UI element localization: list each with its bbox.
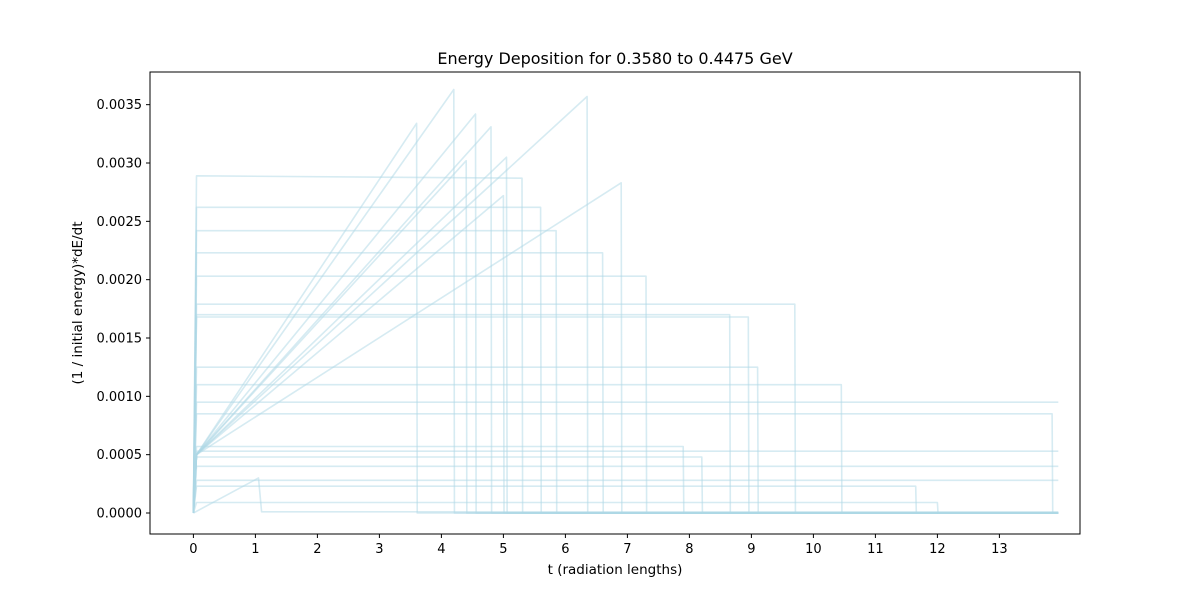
series-lines xyxy=(192,88,1059,514)
x-axis-ticks: 0 1 2 3 4 5 6 7 8 9 10 11 12 13 xyxy=(189,534,1008,557)
x-tick-label: 5 xyxy=(499,542,507,557)
x-tick-label: 13 xyxy=(991,542,1008,557)
x-tick-label: 10 xyxy=(805,542,822,557)
x-tick-label: 3 xyxy=(375,542,383,557)
y-tick-label: 0.0030 xyxy=(97,157,143,172)
x-tick-label: 6 xyxy=(561,542,569,557)
y-tick-label: 0.0015 xyxy=(97,332,143,347)
x-tick-label: 11 xyxy=(867,542,884,557)
x-tick-label: 1 xyxy=(251,542,259,557)
y-tick-label: 0.0025 xyxy=(97,215,143,230)
y-tick-label: 0.0005 xyxy=(97,448,143,463)
x-tick-label: 4 xyxy=(437,542,445,557)
x-tick-label: 12 xyxy=(929,542,946,557)
y-axis-ticks: 0.0000 0.0005 0.0010 0.0015 0.0020 0.0025 0.00… xyxy=(97,98,150,522)
y-tick-label: 0.0020 xyxy=(97,273,143,288)
series-line-28 xyxy=(192,445,1059,514)
y-tick-label: 0.0035 xyxy=(97,98,143,113)
series-line-26 xyxy=(193,477,1059,514)
x-tick-label: 8 xyxy=(685,542,693,557)
x-tick-label: 0 xyxy=(189,542,197,557)
x-tick-label: 9 xyxy=(747,542,755,557)
plot-frame xyxy=(149,71,1081,535)
x-axis-label: t (radiation lengths) xyxy=(548,562,683,578)
chart-title: Energy Deposition for 0.3580 to 0.4475 G… xyxy=(437,49,792,68)
y-tick-label: 0.0010 xyxy=(97,390,143,405)
x-tick-label: 2 xyxy=(313,542,321,557)
y-tick-label: 0.0000 xyxy=(97,507,143,522)
y-axis-label: (1 / initial energy)*dE/dt xyxy=(70,222,86,385)
x-tick-label: 7 xyxy=(623,542,631,557)
